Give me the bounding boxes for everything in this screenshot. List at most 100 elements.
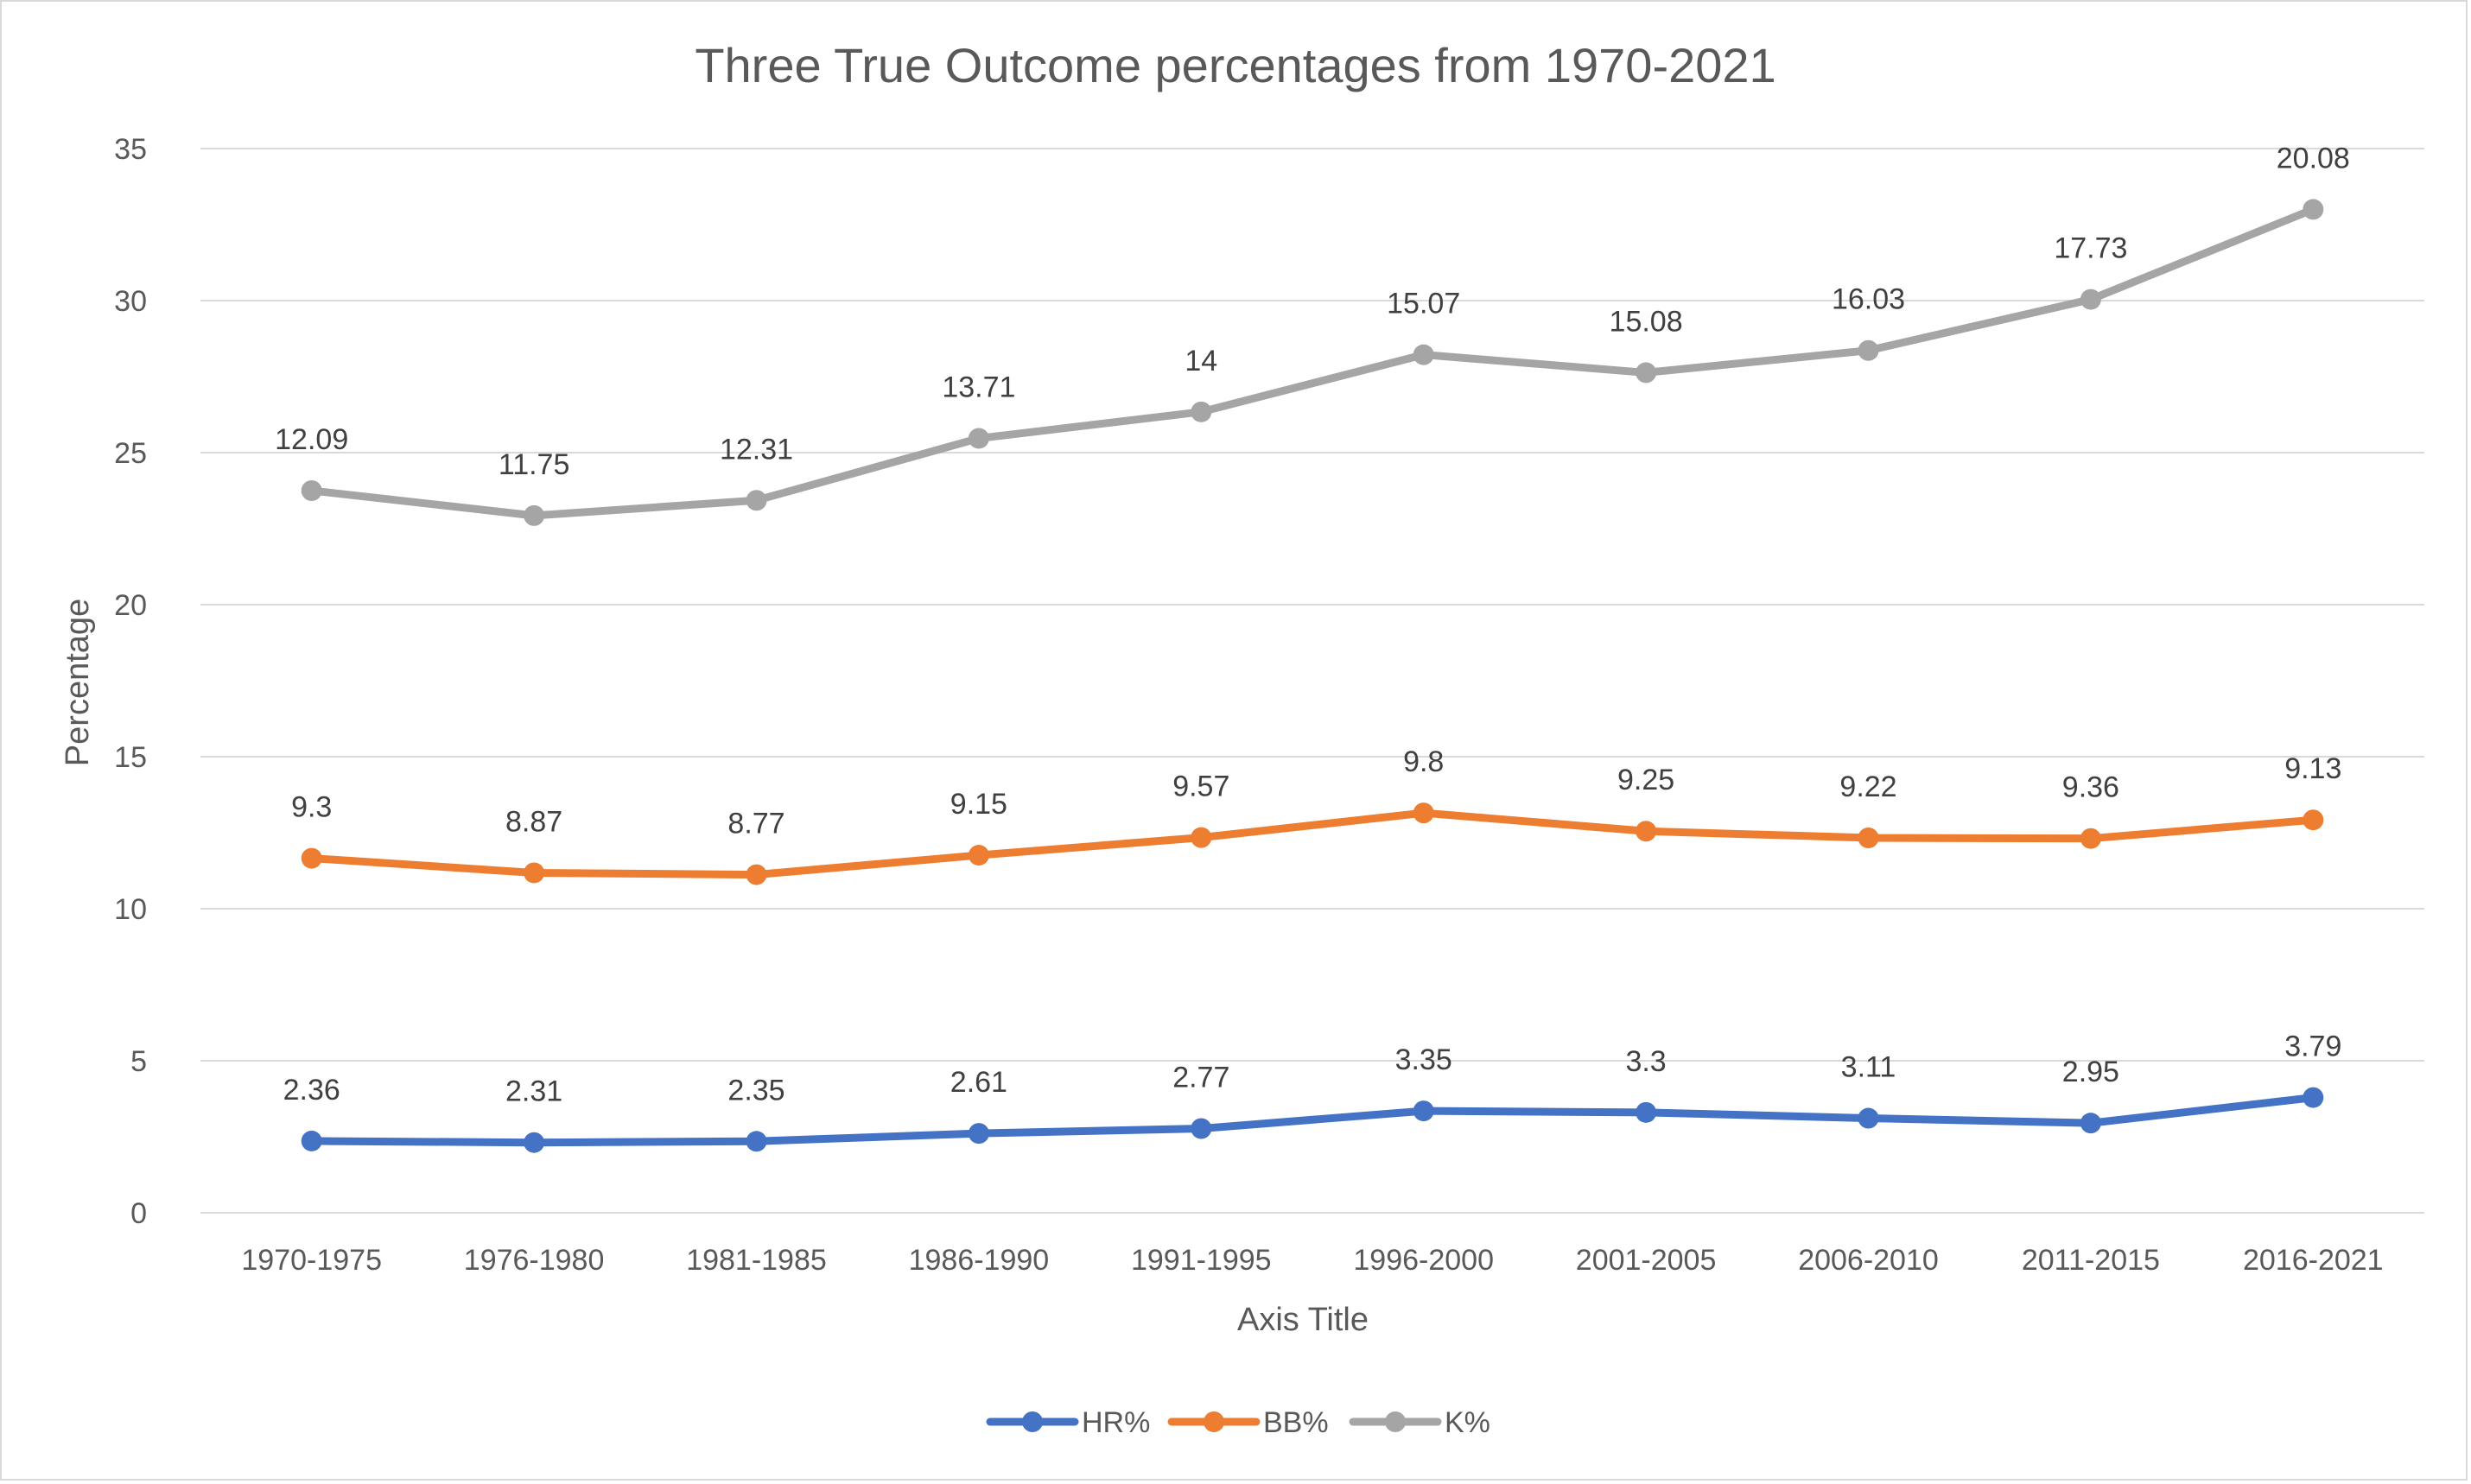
data-label: 9.8: [1403, 745, 1444, 778]
x-tick-label: 2016-2021: [2243, 1244, 2384, 1277]
x-tick-label: 1970-1975: [241, 1244, 382, 1277]
data-label: 14: [1185, 345, 1217, 377]
y-tick-label: 10: [114, 893, 147, 926]
data-label: 2.35: [727, 1074, 784, 1107]
series-line: [308, 1094, 2317, 1147]
legend-item[interactable]: BB%: [1167, 1406, 1329, 1439]
y-tick-label: 35: [114, 133, 147, 166]
y-tick-label: 5: [130, 1045, 147, 1078]
data-label: 15.07: [1387, 288, 1460, 320]
legend-swatch-marker: [1204, 1411, 1224, 1432]
data-point[interactable]: [2303, 199, 2324, 220]
series-line: [308, 205, 2317, 520]
series-k: 12.09 11.75 12.31 13.71 14 15.07 15.08 16.03 17.…: [275, 142, 2350, 526]
x-tick-label: 1991-1995: [1131, 1244, 1272, 1277]
legend-item[interactable]: HR%: [986, 1406, 1150, 1439]
data-point[interactable]: [1191, 827, 1212, 848]
data-label: 16.03: [1832, 283, 1905, 316]
data-label: 3.3: [1625, 1045, 1666, 1078]
x-axis-ticks: 1970-1975 1976-1980 1981-1985 1986-1990 1991…: [241, 1244, 2383, 1277]
data-point[interactable]: [2303, 809, 2324, 831]
data-point[interactable]: [1858, 1107, 1879, 1129]
data-label: 17.73: [2054, 232, 2127, 265]
data-label: 9.25: [1617, 764, 1674, 796]
series-layer: 2.36 2.31 2.35 2.61 2.77 3.35 3.3 3.11 2.95 3.79 9…: [275, 142, 2350, 1153]
data-label: 20.08: [2277, 142, 2350, 174]
data-point[interactable]: [1858, 827, 1879, 848]
data-point[interactable]: [301, 480, 322, 501]
x-axis-title: Axis Title: [1237, 1302, 1369, 1338]
data-label: 15.08: [1610, 305, 1683, 338]
series-hr: 2.36 2.31 2.35 2.61 2.77 3.35 3.3 3.11 2.95 3.79: [283, 1031, 2341, 1153]
data-point[interactable]: [968, 428, 989, 449]
data-point[interactable]: [746, 1131, 767, 1152]
data-label: 9.13: [2284, 752, 2341, 785]
data-label: 3.79: [2284, 1031, 2341, 1063]
data-point[interactable]: [746, 490, 767, 511]
data-label: 8.77: [727, 808, 784, 840]
data-label: 2.61: [950, 1066, 1007, 1099]
gridlines: [200, 148, 2424, 1214]
data-point[interactable]: [1413, 344, 1434, 365]
data-label: 2.31: [505, 1075, 562, 1108]
data-label: 2.77: [1172, 1061, 1229, 1094]
data-label: 9.57: [1172, 771, 1229, 803]
data-label: 11.75: [499, 448, 570, 481]
legend-label: HR%: [1082, 1406, 1150, 1439]
x-tick-label: 1986-1990: [909, 1244, 1050, 1277]
data-label: 8.87: [505, 805, 562, 838]
y-axis-title: Percentage: [60, 599, 96, 766]
data-point[interactable]: [1636, 362, 1657, 384]
data-point[interactable]: [1191, 401, 1212, 422]
data-label: 3.35: [1395, 1043, 1452, 1076]
y-tick-label: 20: [114, 589, 147, 622]
data-point[interactable]: [2080, 828, 2101, 849]
x-tick-label: 1976-1980: [464, 1244, 605, 1277]
data-label: 9.3: [291, 791, 332, 824]
legend-label: BB%: [1263, 1406, 1329, 1439]
y-tick-label: 25: [114, 437, 147, 470]
data-point[interactable]: [301, 847, 322, 869]
data-label: 9.22: [1839, 771, 1896, 803]
data-point[interactable]: [524, 862, 545, 884]
y-tick-label: 15: [114, 741, 147, 774]
data-point[interactable]: [301, 1130, 322, 1151]
data-label: 2.95: [2062, 1056, 2119, 1088]
data-point[interactable]: [2303, 1087, 2324, 1108]
series-bb: 9.3 8.87 8.77 9.15 9.57 9.8 9.25 9.22 9.36 9.13: [291, 745, 2341, 885]
x-tick-label: 2011-2015: [2022, 1244, 2160, 1277]
x-tick-label: 2006-2010: [1798, 1244, 1939, 1277]
data-point[interactable]: [1636, 821, 1657, 842]
legend-swatch-marker: [1022, 1411, 1043, 1432]
data-point[interactable]: [968, 1123, 989, 1145]
data-point[interactable]: [2080, 289, 2101, 310]
data-point[interactable]: [968, 845, 989, 866]
data-point[interactable]: [1858, 339, 1879, 361]
legend: HR% BB% K%: [986, 1406, 1490, 1439]
data-point[interactable]: [1191, 1118, 1212, 1139]
data-point[interactable]: [1413, 1100, 1434, 1122]
data-point[interactable]: [2080, 1113, 2101, 1134]
series-line: [308, 809, 2317, 879]
legend-label: K%: [1445, 1406, 1490, 1439]
data-point[interactable]: [1636, 1101, 1657, 1123]
x-tick-label: 2001-2005: [1576, 1244, 1717, 1277]
legend-item[interactable]: K%: [1349, 1406, 1490, 1439]
data-label: 2.36: [283, 1074, 340, 1107]
chart-title: Three True Outcome percentages from 1970…: [695, 38, 1775, 92]
y-tick-label: 30: [114, 285, 147, 318]
data-point[interactable]: [1413, 802, 1434, 824]
data-label: 12.09: [275, 423, 348, 456]
data-point[interactable]: [524, 504, 545, 526]
data-label: 9.36: [2062, 771, 2119, 804]
data-point[interactable]: [746, 864, 767, 885]
data-label: 12.31: [720, 433, 793, 466]
data-label: 13.71: [942, 371, 1015, 403]
data-point[interactable]: [524, 1132, 545, 1153]
data-label: 3.11: [1841, 1051, 1896, 1084]
data-label: 9.15: [950, 788, 1007, 821]
legend-swatch-marker: [1385, 1411, 1406, 1432]
y-tick-label: 0: [130, 1197, 147, 1230]
